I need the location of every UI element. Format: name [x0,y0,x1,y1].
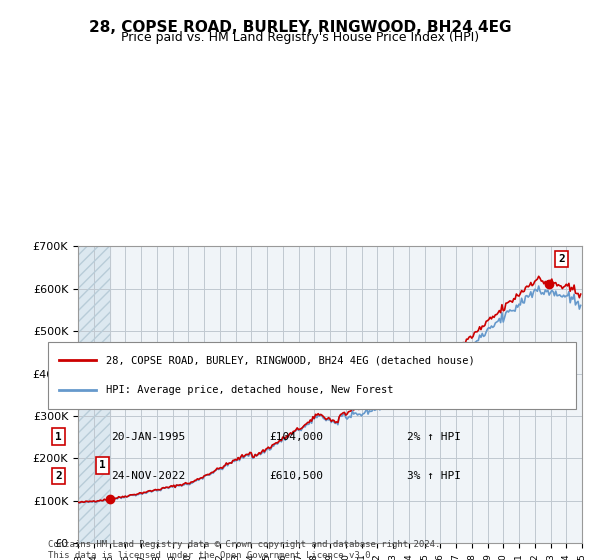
Text: 2: 2 [558,254,565,264]
Text: £610,500: £610,500 [270,471,324,481]
Text: 1: 1 [55,432,62,442]
Bar [78,246,110,543]
Text: 28, COPSE ROAD, BURLEY, RINGWOOD, BH24 4EG: 28, COPSE ROAD, BURLEY, RINGWOOD, BH24 4… [89,20,511,35]
Text: Price paid vs. HM Land Registry's House Price Index (HPI): Price paid vs. HM Land Registry's House … [121,31,479,44]
FancyBboxPatch shape [48,342,576,409]
Text: 1: 1 [99,460,106,470]
Text: HPI: Average price, detached house, New Forest: HPI: Average price, detached house, New … [106,385,394,395]
Text: 24-NOV-2022: 24-NOV-2022 [112,471,185,481]
Bar [78,246,110,543]
Text: 3% ↑ HPI: 3% ↑ HPI [407,471,461,481]
Text: 28, COPSE ROAD, BURLEY, RINGWOOD, BH24 4EG (detached house): 28, COPSE ROAD, BURLEY, RINGWOOD, BH24 4… [106,356,475,366]
Text: Contains HM Land Registry data © Crown copyright and database right 2024.
This d: Contains HM Land Registry data © Crown c… [48,540,440,560]
Text: 20-JAN-1995: 20-JAN-1995 [112,432,185,442]
Text: 2% ↑ HPI: 2% ↑ HPI [407,432,461,442]
Text: 2: 2 [55,471,62,481]
Text: £104,000: £104,000 [270,432,324,442]
